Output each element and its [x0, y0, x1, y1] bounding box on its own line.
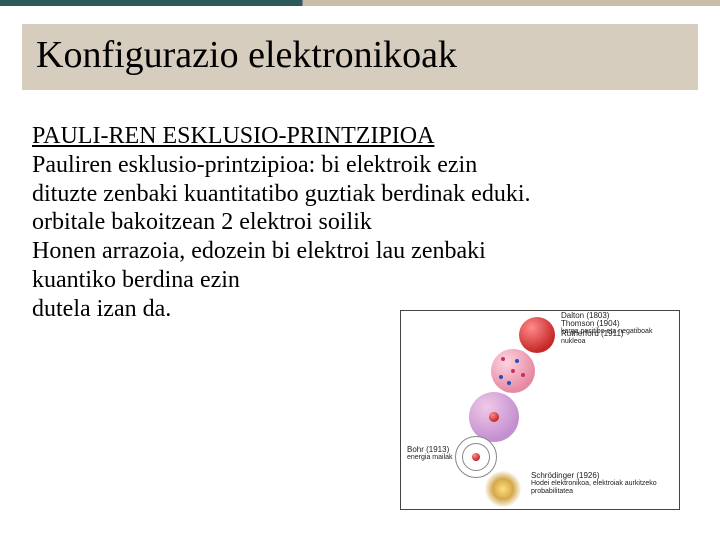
atomic-models-diagram: Dalton (1803) Thomson (1904) karga posit… — [400, 310, 680, 510]
thomson-title: Thomson (1904) — [561, 319, 671, 328]
bohr-desc: energia mailak — [407, 454, 457, 462]
slide: Konfigurazio elektronikoak PAULI-REN ESK… — [0, 0, 720, 540]
top-accent-bar — [0, 0, 720, 6]
title-block: Konfigurazio elektronikoak — [22, 24, 698, 90]
bohr-label: Bohr (1913) energia mailak — [407, 445, 457, 462]
thomson-sphere-icon — [491, 349, 535, 393]
schrodinger-cloud-icon — [485, 471, 521, 507]
body-heading: PAULI-REN ESKLUSIO-PRINTZIPIOA — [32, 122, 688, 151]
slide-title: Konfigurazio elektronikoak — [36, 36, 684, 76]
bohr-title: Bohr (1913) — [407, 445, 457, 454]
rutherford-label: Rutherford (1911) nukleoa — [561, 329, 671, 346]
body-line: Pauliren esklusio-printzipioa: bi elektr… — [32, 151, 688, 180]
body-line: kuantiko berdina ezin — [32, 266, 688, 295]
rutherford-nucleus-icon — [489, 412, 499, 422]
body-line: Honen arrazoia, edozein bi elektroi lau … — [32, 237, 688, 266]
body-line: dituzte zenbaki kuantitatibo guztiak ber… — [32, 180, 688, 209]
body-line: orbitale bakoitzean 2 elektroi soilik — [32, 208, 688, 237]
model-row-thomson — [401, 347, 679, 395]
rutherford-title: Rutherford (1911) — [561, 329, 671, 338]
schrodinger-title: Schrödinger (1926) — [531, 471, 671, 480]
body-text: PAULI-REN ESKLUSIO-PRINTZIPIOA Pauliren … — [32, 122, 688, 324]
schrodinger-desc: Hodei elektronikoa, elektroiak aurkitzek… — [531, 480, 671, 496]
schrodinger-label: Schrödinger (1926) Hodei elektronikoa, e… — [531, 471, 671, 496]
rutherford-desc: nukleoa — [561, 338, 671, 346]
